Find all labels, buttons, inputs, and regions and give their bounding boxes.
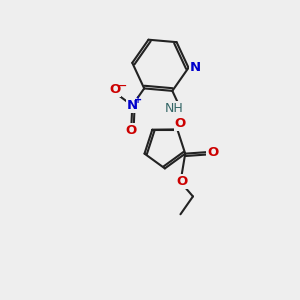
Text: O: O <box>126 124 137 137</box>
Text: NH: NH <box>165 102 184 115</box>
Text: O: O <box>109 83 120 96</box>
Text: N: N <box>190 61 201 74</box>
Text: O: O <box>175 117 186 130</box>
Text: −: − <box>118 81 128 91</box>
Text: N: N <box>127 99 138 112</box>
Text: +: + <box>134 95 142 105</box>
Text: O: O <box>177 175 188 188</box>
Text: O: O <box>207 146 218 159</box>
